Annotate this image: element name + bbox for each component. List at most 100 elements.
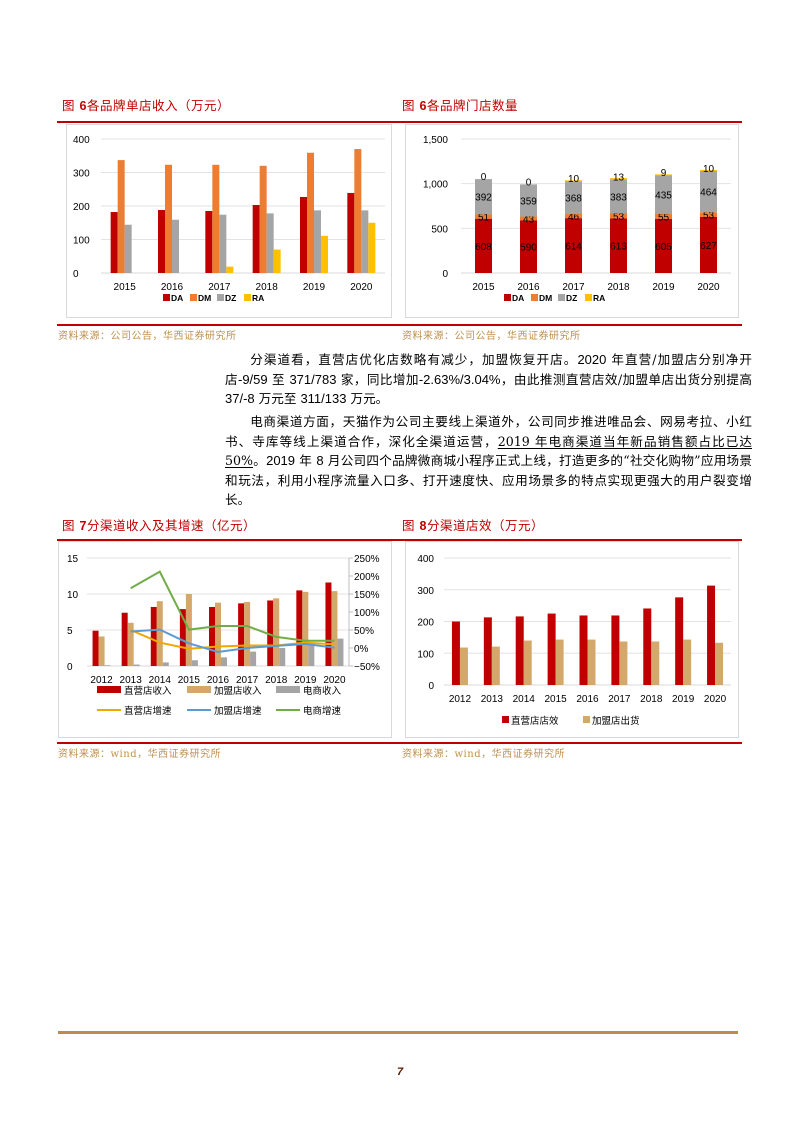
x-tick-label: 2015 <box>114 282 137 293</box>
bar-DZ <box>314 210 321 273</box>
x-tick-label: 2020 <box>697 282 720 293</box>
y2-tick-label: 250% <box>354 554 380 565</box>
x-tick-label: 2017 <box>236 675 259 686</box>
stack-DM <box>565 214 582 219</box>
figure-label: 图 <box>402 518 416 533</box>
data-label: 53 <box>613 212 625 223</box>
legend-label: 电商收入 <box>303 685 342 697</box>
stack-DA <box>655 218 672 273</box>
legend-swatch <box>583 716 590 723</box>
y-tick-label: 1,000 <box>423 180 448 191</box>
figure-number: 6 <box>419 99 427 113</box>
bar-直营店店效 <box>579 615 588 685</box>
figure-6b-chart: 0 500 1,000 1,500 608 51 392 0 2015 590 43 359 0 2016… <box>405 124 739 318</box>
legend-label: DZ <box>225 293 236 303</box>
number: 8 <box>316 453 324 468</box>
figure-caption: 分渠道店效（万元） <box>426 518 544 533</box>
stack-DZ <box>610 179 627 214</box>
stack-DM <box>655 214 672 219</box>
x-tick-label: 2020 <box>323 675 346 686</box>
x-tick-label: 2013 <box>120 675 143 686</box>
stack-DZ <box>655 175 672 215</box>
y2-tick-label: 0% <box>354 644 369 655</box>
y-tick-label: 0 <box>442 269 448 280</box>
bar-直营店收入 <box>238 603 245 666</box>
x-tick-label: 2018 <box>640 694 663 705</box>
x-tick-label: 2017 <box>562 282 585 293</box>
paragraph-ecommerce: 电商渠道方面，天猫作为公司主要线上渠道外，公司同步推进唯品会、网易考拉、小红书、… <box>225 412 752 510</box>
bar-直营店店效 <box>707 585 716 685</box>
bar-加盟店出货 <box>715 642 724 685</box>
bar-电商收入 <box>133 664 140 666</box>
data-label: 435 <box>655 191 672 202</box>
number: -2.63%/3.04% <box>418 371 501 387</box>
text: 家，同比增加 <box>336 371 419 387</box>
bar-DA <box>205 211 213 273</box>
x-tick-label: 2016 <box>161 282 184 293</box>
bar-加盟店出货 <box>523 640 532 685</box>
x-tick-label: 2019 <box>652 282 675 293</box>
text: 年 <box>295 453 317 468</box>
bar-加盟店收入 <box>244 601 251 666</box>
bar-DZ <box>266 213 274 273</box>
figure-6a-top-rule <box>57 121 397 123</box>
figure-8-bottom-rule <box>397 742 742 744</box>
legend-label: DM <box>198 293 211 303</box>
x-tick-label: 2016 <box>576 694 599 705</box>
data-label: 590 <box>520 243 537 254</box>
y-tick-label: 10 <box>67 590 79 601</box>
bar-加盟店出货 <box>459 647 468 685</box>
bar-加盟店出货 <box>683 639 692 685</box>
figure-7-source: 资料来源：wind，华西证券研究所 <box>58 749 222 760</box>
stack-DM <box>700 212 717 217</box>
bar-RA <box>226 266 234 273</box>
x-tick-label: 2019 <box>303 282 326 293</box>
legend-swatch <box>502 716 509 723</box>
figure-6a-chart: 0 100 200 300 400 2015 2016 2017 2018 2019 2020 DA D… <box>66 124 392 318</box>
legend-label: 电商增速 <box>303 705 342 717</box>
bar-电商收入 <box>250 651 257 666</box>
y2-tick-label: −50% <box>354 662 380 673</box>
x-tick-label: 2020 <box>350 282 373 293</box>
figure-7-top-rule <box>57 539 397 541</box>
bar-直营店收入 <box>325 582 332 666</box>
stack-DA <box>610 218 627 273</box>
stack-RA <box>565 180 582 182</box>
number: 311/133 <box>300 391 347 406</box>
data-label: 464 <box>700 188 717 199</box>
legend-label: 加盟店收入 <box>214 685 262 697</box>
y-tick-label: 200 <box>73 202 90 213</box>
x-tick-label: 2018 <box>265 675 288 686</box>
bar-DZ <box>124 224 132 273</box>
data-label: 627 <box>700 241 717 252</box>
data-label: 46 <box>568 212 580 223</box>
y-tick-label: 100 <box>417 649 434 660</box>
y-tick-label: 400 <box>73 135 90 146</box>
paragraph-channel-analysis: 分渠道看，直营店优化店数略有减少，加盟恢复开店。2020 年直营/加盟店分别净开… <box>225 350 752 409</box>
figure-6a-source: 资料来源：公司公告，华西证券研究所 <box>58 331 237 342</box>
bar-电商收入 <box>191 660 198 666</box>
x-tick-label: 2016 <box>517 282 540 293</box>
x-tick-label: 2012 <box>90 675 113 686</box>
bar-电商收入 <box>221 657 227 666</box>
bar-DA <box>110 212 118 273</box>
y-tick-label: 100 <box>73 236 90 247</box>
bar-电商收入 <box>337 638 344 666</box>
legend-label: 直营店增速 <box>124 705 172 717</box>
data-label: 43 <box>523 214 535 225</box>
x-tick-label: 2020 <box>704 694 727 705</box>
y-tick-label: 300 <box>417 586 434 597</box>
figure-8-svg: 0 100 200 300 400 2012 2013 2014 2015 2016 2017 201… <box>417 554 731 727</box>
text: 年直营/加盟店分别净开店 <box>225 352 753 387</box>
bar-DA <box>300 196 307 273</box>
data-label: 614 <box>565 242 582 253</box>
bar-加盟店收入 <box>215 602 221 666</box>
figure-number: 7 <box>79 519 87 533</box>
legend-label: 直营店店效 <box>511 715 559 727</box>
figure-6a-svg: 0 100 200 300 400 2015 2016 2017 2018 2019 2020 DA D… <box>73 135 385 303</box>
bar-DM <box>212 164 220 273</box>
bar-直营店店效 <box>643 608 652 685</box>
stack-RA <box>700 169 717 171</box>
figure-caption: 各品牌单店收入（万元） <box>86 98 230 113</box>
figure-8-chart: 0 100 200 300 400 2012 2013 2014 2015 2016 2017 201… <box>405 541 739 738</box>
